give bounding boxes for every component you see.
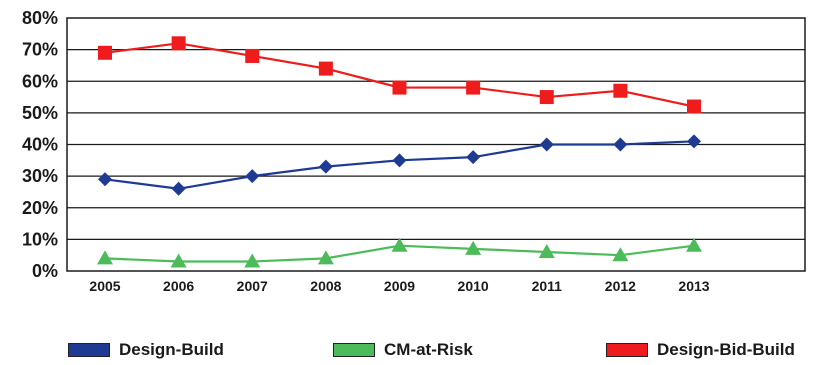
data-point-design-bid-build	[171, 36, 186, 51]
y-tick-label: 50%	[22, 103, 58, 123]
x-tick-label: 2012	[605, 278, 636, 294]
data-point-design-bid-build	[318, 61, 333, 76]
y-tick-label: 70%	[22, 40, 58, 60]
legend-item-cm-at-risk: CM-at-Risk	[333, 340, 473, 360]
data-point-design-bid-build	[245, 48, 260, 63]
series-cm-at-risk	[97, 237, 702, 268]
legend-swatch-cm-at-risk	[333, 343, 375, 357]
data-point-design-build	[392, 153, 407, 168]
data-point-cm-at-risk	[170, 253, 187, 268]
y-tick-label: 80%	[22, 8, 58, 28]
data-point-design-build	[466, 150, 481, 165]
data-point-design-build	[318, 159, 333, 174]
data-point-design-build	[98, 172, 112, 187]
y-axis-ticks: 0% 10% 20% 30% 40% 50% 60% 70% 80%	[22, 8, 58, 281]
line-chart: 0%10%20%30%40%50%60%70%80% 2005 2006 2007 2…	[22, 8, 806, 294]
data-point-design-build	[171, 181, 186, 196]
x-tick-label: 2013	[678, 278, 709, 294]
legend-label-design-build: Design-Build	[119, 340, 224, 359]
data-point-cm-at-risk	[97, 250, 113, 265]
data-point-cm-at-risk	[612, 247, 629, 262]
data-point-design-bid-build	[392, 80, 407, 95]
x-tick-label: 2005	[89, 278, 120, 294]
plot-area-frame	[66, 17, 806, 272]
y-tick-label: 20%	[22, 198, 58, 218]
x-tick-label: 2010	[458, 278, 489, 294]
y-tick-label: 40%	[22, 135, 58, 155]
series-line-design-bid-build	[104, 42, 695, 108]
data-point-cm-at-risk	[244, 253, 261, 268]
data-point-cm-at-risk	[391, 237, 408, 252]
series-lines	[97, 36, 702, 268]
y-tick-label: 0%	[32, 261, 58, 281]
x-tick-label: 2011	[532, 278, 563, 294]
data-point-design-build	[613, 137, 628, 152]
x-tick-label: 2008	[310, 278, 341, 294]
data-point-cm-at-risk	[538, 244, 555, 259]
x-axis-ticks: 2005 2006 2007 2008 2009 2010 2011 2012 2013	[89, 278, 709, 294]
legend-label-cm-at-risk: CM-at-Risk	[384, 340, 473, 359]
data-point-design-bid-build	[613, 83, 628, 98]
legend-item-design-build: Design-Build	[68, 340, 224, 360]
data-point-design-bid-build	[98, 45, 112, 60]
series-design-build	[98, 134, 701, 196]
legend-label-design-bid-build: Design-Bid-Build	[657, 340, 795, 359]
data-point-cm-at-risk	[465, 240, 482, 255]
x-tick-label: 2009	[384, 278, 415, 294]
data-point-design-build	[539, 137, 554, 152]
legend-item-design-bid-build: Design-Bid-Build	[606, 340, 795, 360]
data-point-cm-at-risk	[317, 250, 334, 265]
y-tick-label: 60%	[22, 71, 58, 91]
data-point-design-bid-build	[539, 90, 554, 105]
x-tick-label: 2006	[163, 278, 194, 294]
data-point-design-bid-build	[687, 99, 701, 114]
legend-swatch-design-build	[68, 343, 110, 357]
legend-swatch-design-bid-build	[606, 343, 648, 357]
data-point-design-build	[687, 134, 701, 149]
data-point-cm-at-risk	[686, 237, 702, 252]
y-tick-label: 10%	[22, 229, 58, 249]
data-point-design-bid-build	[466, 80, 481, 95]
data-point-design-build	[245, 169, 260, 184]
y-tick-label: 30%	[22, 166, 58, 186]
series-design-bid-build	[98, 36, 701, 114]
gridlines	[67, 49, 805, 240]
x-tick-label: 2007	[237, 278, 268, 294]
